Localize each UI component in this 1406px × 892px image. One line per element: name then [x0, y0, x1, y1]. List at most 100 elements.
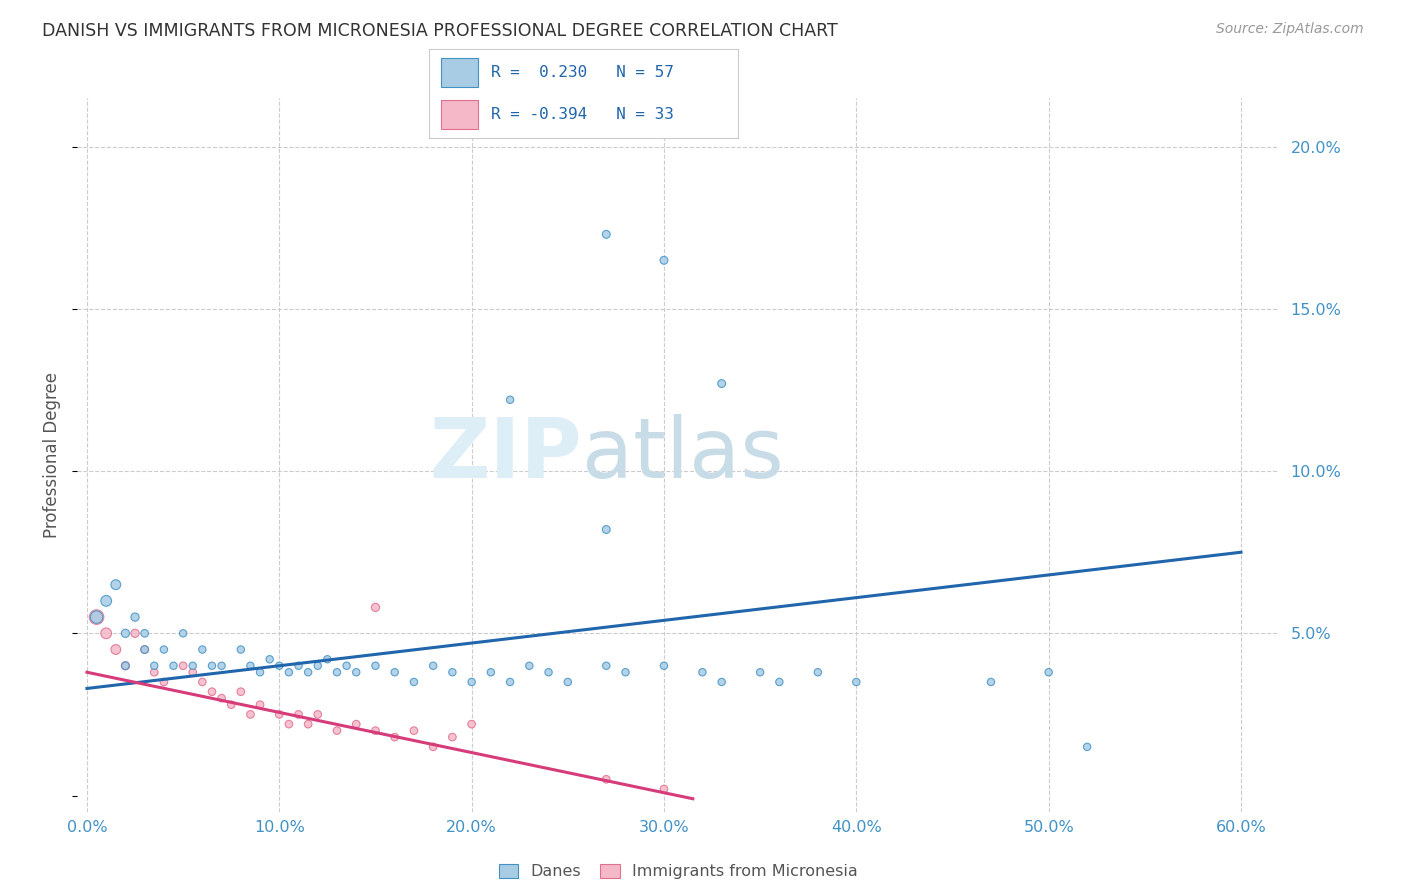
Point: [287, 658, 309, 673]
Point: [344, 717, 367, 731]
Point: [479, 665, 502, 680]
Point: [181, 658, 204, 673]
Point: [201, 684, 224, 698]
Point: [143, 658, 166, 673]
Point: [710, 675, 733, 690]
Point: [181, 665, 204, 680]
Point: [652, 782, 675, 797]
Point: [104, 577, 127, 591]
Text: R =  0.230   N = 57: R = 0.230 N = 57: [491, 65, 673, 80]
Point: [499, 675, 522, 690]
Point: [134, 642, 156, 657]
Point: [344, 665, 367, 680]
Point: [307, 707, 329, 722]
Point: [229, 684, 252, 698]
Point: [652, 253, 675, 268]
Point: [402, 675, 425, 690]
Point: [211, 691, 233, 706]
Point: [749, 665, 772, 680]
Point: [326, 665, 349, 680]
Point: [595, 658, 617, 673]
Point: [249, 698, 271, 712]
Point: [980, 675, 1002, 690]
Text: R = -0.394   N = 33: R = -0.394 N = 33: [491, 107, 673, 122]
Point: [191, 675, 214, 690]
Point: [336, 658, 359, 673]
Point: [86, 610, 108, 624]
Point: [692, 665, 714, 680]
Point: [229, 642, 252, 657]
Point: [807, 665, 830, 680]
Point: [460, 717, 482, 731]
Point: [172, 658, 194, 673]
Point: [134, 626, 156, 640]
Point: [259, 652, 281, 666]
Point: [153, 642, 176, 657]
Bar: [441, 100, 478, 129]
Point: [768, 675, 790, 690]
Point: [172, 626, 194, 640]
Point: [277, 717, 299, 731]
Point: [441, 665, 464, 680]
Point: [239, 658, 262, 673]
Point: [134, 642, 156, 657]
Point: [124, 626, 146, 640]
Point: [614, 665, 637, 680]
Point: [384, 730, 406, 744]
Point: [845, 675, 868, 690]
Point: [364, 658, 387, 673]
Point: [86, 610, 108, 624]
Point: [191, 642, 214, 657]
Legend: Danes, Immigrants from Micronesia: Danes, Immigrants from Micronesia: [492, 858, 865, 886]
Point: [211, 658, 233, 673]
Point: [114, 658, 136, 673]
Text: atlas: atlas: [582, 415, 785, 495]
Point: [143, 665, 166, 680]
Point: [537, 665, 560, 680]
Point: [297, 717, 319, 731]
Point: [364, 600, 387, 615]
Point: [114, 658, 136, 673]
Point: [277, 665, 299, 680]
Point: [124, 610, 146, 624]
Point: [239, 707, 262, 722]
Point: [326, 723, 349, 738]
Point: [402, 723, 425, 738]
Point: [297, 665, 319, 680]
Point: [201, 658, 224, 673]
Point: [460, 675, 482, 690]
Point: [595, 227, 617, 242]
Y-axis label: Professional Degree: Professional Degree: [44, 372, 62, 538]
Point: [384, 665, 406, 680]
Point: [364, 723, 387, 738]
Point: [249, 665, 271, 680]
Point: [422, 739, 444, 754]
Point: [96, 594, 118, 608]
Point: [153, 675, 176, 690]
Point: [499, 392, 522, 407]
Point: [307, 658, 329, 673]
Point: [269, 707, 291, 722]
Point: [219, 698, 242, 712]
Point: [114, 626, 136, 640]
Point: [441, 730, 464, 744]
Point: [1076, 739, 1098, 754]
Point: [652, 658, 675, 673]
Point: [269, 658, 291, 673]
Point: [595, 772, 617, 787]
Text: ZIP: ZIP: [430, 415, 582, 495]
Point: [710, 376, 733, 391]
Point: [517, 658, 540, 673]
Text: DANISH VS IMMIGRANTS FROM MICRONESIA PROFESSIONAL DEGREE CORRELATION CHART: DANISH VS IMMIGRANTS FROM MICRONESIA PRO…: [42, 22, 838, 40]
Point: [316, 652, 339, 666]
Point: [557, 675, 579, 690]
Point: [1038, 665, 1060, 680]
Point: [162, 658, 184, 673]
Point: [287, 707, 309, 722]
Point: [595, 523, 617, 537]
Bar: [441, 58, 478, 87]
Text: Source: ZipAtlas.com: Source: ZipAtlas.com: [1216, 22, 1364, 37]
Point: [104, 642, 127, 657]
Point: [422, 658, 444, 673]
Point: [96, 626, 118, 640]
